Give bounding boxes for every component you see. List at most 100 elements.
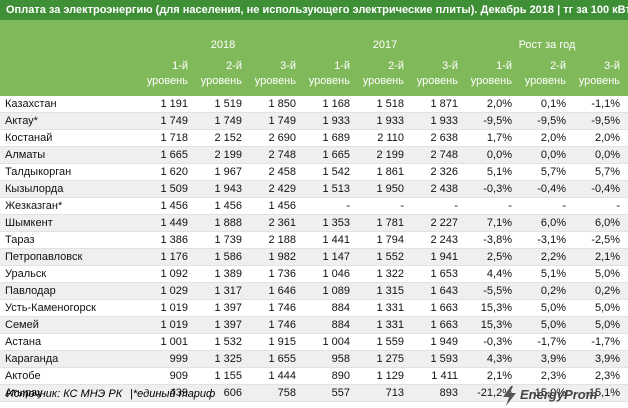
cell: 1 943 bbox=[196, 180, 250, 198]
cell: -1,7% bbox=[520, 333, 574, 351]
cell: 1 518 bbox=[358, 96, 412, 113]
cell: 1 663 bbox=[412, 299, 466, 317]
cell: 1 386 bbox=[142, 231, 196, 249]
group-header: Рост за год bbox=[466, 20, 628, 52]
cell: 6,0% bbox=[574, 214, 628, 232]
cell: 1 861 bbox=[358, 163, 412, 181]
cell: 1 411 bbox=[412, 367, 466, 385]
cell: 1 019 bbox=[142, 299, 196, 317]
cell: - bbox=[466, 197, 520, 215]
table: 2018 2017 Рост за год 1-й уровень 2-й уро… bbox=[0, 20, 628, 402]
cell: 1 532 bbox=[196, 333, 250, 351]
cell: 6,0% bbox=[520, 214, 574, 232]
title: Оплата за электроэнергию (для населения,… bbox=[0, 0, 628, 20]
cell: -5,5% bbox=[466, 282, 520, 300]
cell: -0,3% bbox=[466, 180, 520, 198]
cell: 1 746 bbox=[250, 299, 304, 317]
row-label: Казахстан bbox=[0, 96, 142, 113]
cell: 1 933 bbox=[358, 112, 412, 130]
cell: 1 665 bbox=[304, 146, 358, 164]
cell: 2 152 bbox=[196, 129, 250, 147]
column-header: 3-й уровень bbox=[250, 52, 304, 96]
cell: - bbox=[574, 197, 628, 215]
source: Источник: КС МНЭ РК bbox=[6, 388, 123, 400]
cell: 1 739 bbox=[196, 231, 250, 249]
cell: 1 456 bbox=[196, 197, 250, 215]
cell: 1 331 bbox=[358, 316, 412, 334]
cell: 1 397 bbox=[196, 299, 250, 317]
row: Тараз 1 386 1 739 2 188 1 441 1 794 2 243 -3,8%… bbox=[0, 231, 628, 249]
cell: 1 441 bbox=[304, 231, 358, 249]
cell: 1 967 bbox=[196, 163, 250, 181]
note: |*единый тариф bbox=[130, 388, 216, 400]
cell: 1 941 bbox=[412, 248, 466, 266]
cell: 1 019 bbox=[142, 316, 196, 334]
cell: -0,4% bbox=[520, 180, 574, 198]
row: Кызылорда 1 509 1 943 2 429 1 513 1 950 2 438-… bbox=[0, 180, 628, 198]
cell: 884 bbox=[304, 316, 358, 334]
cell: 2 638 bbox=[412, 129, 466, 147]
column-header: 2-й уровень bbox=[196, 52, 250, 96]
row-label: Актау* bbox=[0, 112, 142, 130]
cell: 2 199 bbox=[358, 146, 412, 164]
cell: 1 653 bbox=[412, 265, 466, 283]
row-label: Уральск bbox=[0, 265, 142, 283]
cell: 1 643 bbox=[412, 282, 466, 300]
cell: 1 655 bbox=[250, 350, 304, 368]
cell: -15,1% bbox=[574, 384, 628, 402]
cell: 1 749 bbox=[142, 112, 196, 130]
row-label: Актобе bbox=[0, 367, 142, 385]
column-header: 3-й уровень bbox=[574, 52, 628, 96]
group-row: 2018 2017 Рост за год bbox=[0, 20, 628, 52]
row-label: Тараз bbox=[0, 231, 142, 249]
cell: 1 982 bbox=[250, 248, 304, 266]
cell: 0,1% bbox=[520, 96, 574, 113]
column-header: 2-й уровень bbox=[358, 52, 412, 96]
cell: 1 168 bbox=[304, 96, 358, 113]
row: Павлодар 1 029 1 317 1 646 1 089 1 315 1 643 -5… bbox=[0, 282, 628, 300]
cell: 1 519 bbox=[196, 96, 250, 113]
cell: - bbox=[304, 197, 358, 215]
cell: 2 199 bbox=[196, 146, 250, 164]
cell: 1 353 bbox=[304, 214, 358, 232]
cell: 1 552 bbox=[358, 248, 412, 266]
cell: -2,5% bbox=[574, 231, 628, 249]
cell: 5,0% bbox=[520, 299, 574, 317]
cell: 1 646 bbox=[250, 282, 304, 300]
cell: 758 bbox=[250, 384, 304, 402]
cell: -9,5% bbox=[466, 112, 520, 130]
cell: 0,0% bbox=[574, 146, 628, 164]
cell: 1 949 bbox=[412, 333, 466, 351]
cell: 1 129 bbox=[358, 367, 412, 385]
cell: 439 bbox=[142, 384, 196, 402]
cell: 1 794 bbox=[358, 231, 412, 249]
row: Талдыкорган 1 620 1 967 2 458 1 542 1 861 2 32… bbox=[0, 163, 628, 181]
cell: 958 bbox=[304, 350, 358, 368]
cell: 2,2% bbox=[520, 248, 574, 266]
footer: Источник: КС МНЭ РК |*единый тариф Energ… bbox=[0, 384, 628, 408]
cell: 999 bbox=[142, 350, 196, 368]
cell: 4,4% bbox=[466, 265, 520, 283]
cell: 2 690 bbox=[250, 129, 304, 147]
row-label: Атырау bbox=[0, 384, 142, 402]
column-header: 3-й уровень bbox=[412, 52, 466, 96]
cell: 1 155 bbox=[196, 367, 250, 385]
cell: 1 593 bbox=[412, 350, 466, 368]
row-label: Костанай bbox=[0, 129, 142, 147]
cell: -15,0% bbox=[520, 384, 574, 402]
row: Актобе 909 1 155 1 444 890 1 129 1 411 2,1% 2,3%… bbox=[0, 367, 628, 385]
cell: -9,5% bbox=[520, 112, 574, 130]
cell: 557 bbox=[304, 384, 358, 402]
cell: 2,0% bbox=[466, 96, 520, 113]
cell: - bbox=[520, 197, 574, 215]
row-label: Жезказган* bbox=[0, 197, 142, 215]
cell: 2 748 bbox=[412, 146, 466, 164]
row: Костанай 1 718 2 152 2 690 1 689 2 110 2 638 1,… bbox=[0, 129, 628, 147]
row-label: Астана bbox=[0, 333, 142, 351]
cell: 1 689 bbox=[304, 129, 358, 147]
cell: 1 933 bbox=[304, 112, 358, 130]
cell: 1 315 bbox=[358, 282, 412, 300]
cell: -9,5% bbox=[574, 112, 628, 130]
cell: 1 449 bbox=[142, 214, 196, 232]
